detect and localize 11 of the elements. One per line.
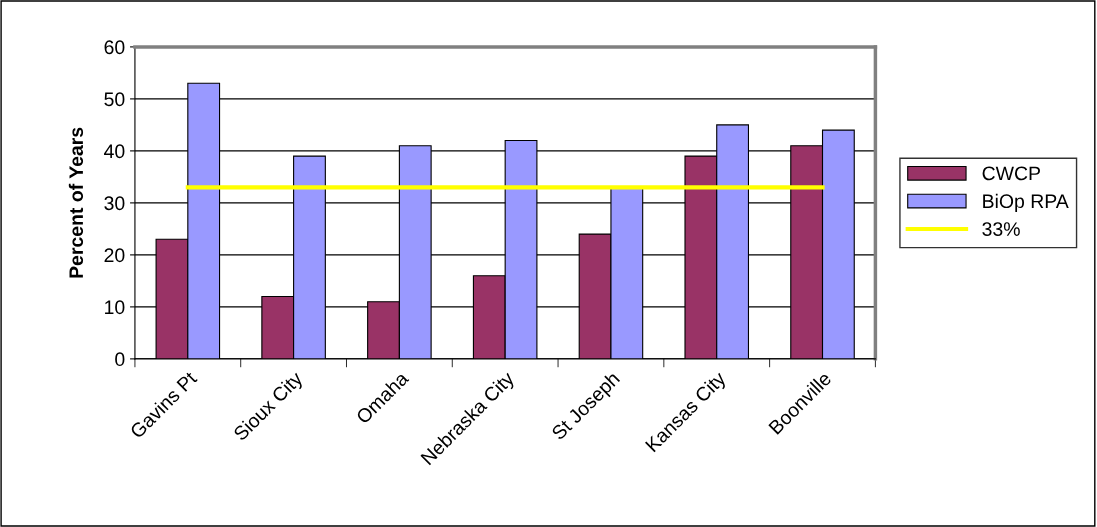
y-tick-label: 60 [104,40,125,55]
y-axis-title: Percent of Years [68,127,84,278]
y-tick-label: 20 [104,248,125,263]
y-tick-label: 50 [104,92,125,107]
legend-label: CWCP [982,166,1040,181]
y-tick-label: 10 [105,300,125,315]
y-tick-label: 30 [104,196,125,211]
y-tick-label: 0 [115,352,125,367]
legend-label: BiOp RPA [983,193,1069,212]
legend-label: 33% [982,222,1020,236]
y-tick-label: 40 [104,144,125,159]
